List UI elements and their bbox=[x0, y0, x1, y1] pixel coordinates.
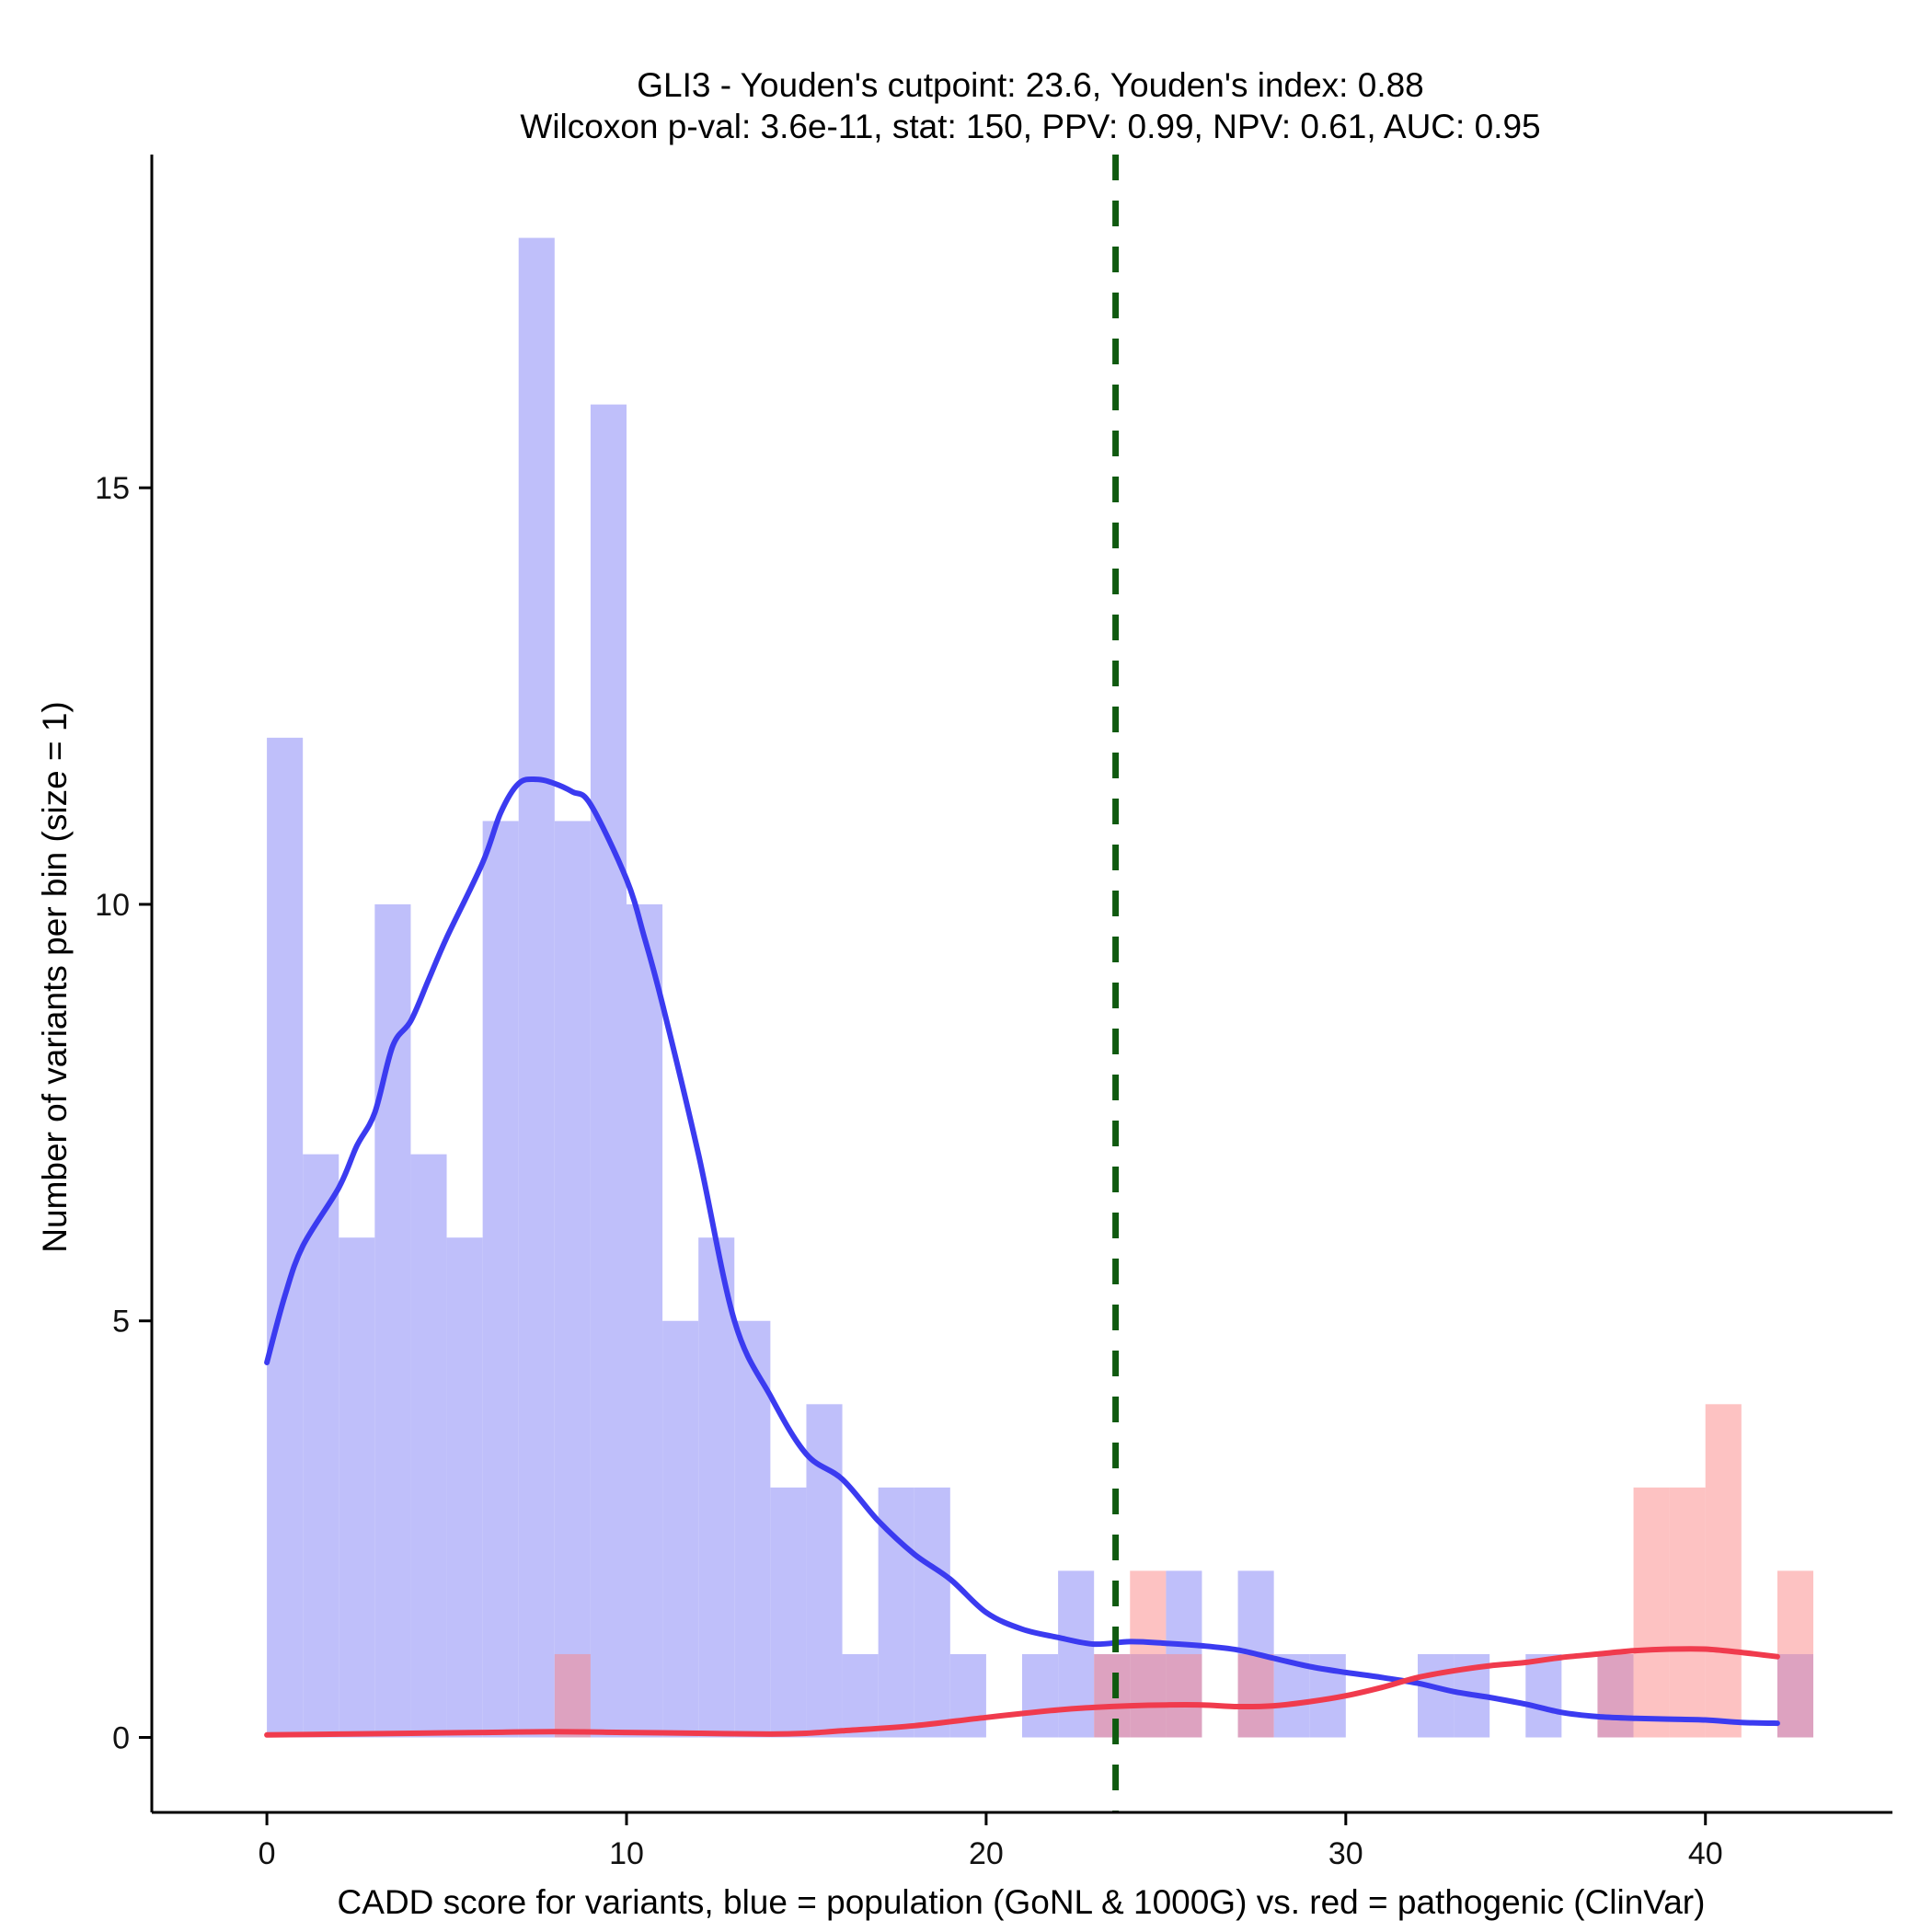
pathogenic-bar bbox=[1633, 1487, 1670, 1738]
x-tick-label: 10 bbox=[609, 1836, 644, 1871]
pathogenic-bar bbox=[1777, 1570, 1813, 1738]
population-bar bbox=[662, 1320, 699, 1738]
chart-title-line1: GLI3 - Youden's cutpoint: 23.6, Youden's… bbox=[637, 66, 1424, 104]
population-bar bbox=[770, 1487, 807, 1738]
population-bar bbox=[1418, 1653, 1455, 1738]
pathogenic-bar bbox=[1094, 1653, 1131, 1738]
pathogenic-bar bbox=[1237, 1653, 1274, 1738]
y-tick-label: 15 bbox=[95, 471, 130, 506]
y-tick-label: 10 bbox=[95, 888, 130, 923]
x-ticks: 0 10 20 30 40 bbox=[259, 1812, 1723, 1871]
population-bar bbox=[590, 404, 627, 1738]
x-axis-label: CADD score for variants, blue = populati… bbox=[338, 1883, 1706, 1921]
axes bbox=[150, 155, 1892, 1814]
pathogenic-bar bbox=[1130, 1570, 1167, 1738]
x-tick-label: 30 bbox=[1328, 1836, 1363, 1871]
pathogenic-bar bbox=[1597, 1653, 1634, 1738]
x-tick-label: 20 bbox=[969, 1836, 1004, 1871]
population-bar bbox=[1058, 1570, 1095, 1738]
population-bar bbox=[339, 1237, 375, 1738]
y-axis-label: Number of variants per bin (size = 1) bbox=[36, 701, 74, 1252]
pathogenic-density-line bbox=[264, 1646, 1780, 1738]
population-bar bbox=[1525, 1653, 1562, 1738]
pathogenic-bar bbox=[1705, 1404, 1742, 1738]
population-bar bbox=[627, 903, 663, 1738]
population-density-line bbox=[264, 776, 1780, 1727]
x-tick-label: 0 bbox=[259, 1836, 276, 1871]
population-bar bbox=[267, 737, 304, 1738]
population-bar bbox=[1022, 1653, 1059, 1738]
pathogenic-bars bbox=[554, 1404, 1813, 1738]
population-bar bbox=[303, 1154, 339, 1738]
x-tick-label: 40 bbox=[1688, 1836, 1723, 1871]
population-bar bbox=[914, 1487, 950, 1738]
y-tick-label: 0 bbox=[112, 1721, 130, 1756]
population-bar bbox=[446, 1237, 483, 1738]
population-bar bbox=[806, 1404, 843, 1738]
population-bars bbox=[267, 237, 1813, 1738]
pathogenic-bar bbox=[1669, 1487, 1706, 1738]
population-bar bbox=[410, 1154, 447, 1738]
population-bar bbox=[698, 1237, 735, 1738]
population-bar bbox=[842, 1653, 879, 1738]
pathogenic-bar bbox=[554, 1653, 591, 1738]
chart-title-line2: Wilcoxon p-val: 3.6e-11, stat: 150, PPV:… bbox=[520, 108, 1540, 145]
y-ticks: 0 5 10 15 bbox=[95, 471, 152, 1756]
population-bar bbox=[949, 1653, 986, 1738]
population-bar bbox=[554, 821, 591, 1738]
pathogenic-bar bbox=[1166, 1653, 1202, 1738]
y-tick-label: 5 bbox=[112, 1305, 130, 1340]
population-bar bbox=[518, 237, 555, 1738]
density-lines bbox=[264, 776, 1780, 1738]
population-bar bbox=[482, 821, 519, 1738]
